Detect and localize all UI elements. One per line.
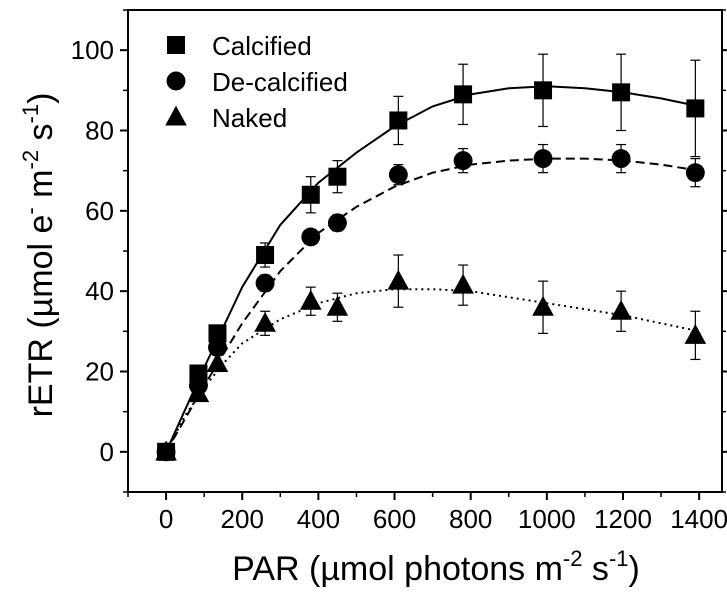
legend: Calcified De-calcified Naked — [165, 31, 348, 133]
x-tick-label: 1200 — [594, 504, 652, 534]
y-axis-label-sup0: - — [18, 207, 43, 214]
calcified-fit-line — [165, 85, 700, 453]
x-tick-label: 0 — [159, 504, 173, 534]
x-axis-label-rest: mol photons m — [340, 550, 563, 588]
x-axis-label-main: PAR ( — [232, 550, 321, 588]
y-tick-label: 80 — [85, 116, 114, 146]
naked-point — [532, 295, 554, 316]
calcified-point — [454, 85, 473, 104]
x-axis-label-sup2: -1 — [609, 546, 629, 571]
de-calcified-point — [453, 151, 473, 171]
y-tick-label: 60 — [85, 196, 114, 226]
de-calcified-point — [388, 165, 408, 185]
x-axis-label-end: ) — [629, 550, 640, 588]
legend-calcified-marker — [167, 36, 185, 54]
y-axis-label-rest: mol e — [22, 215, 60, 298]
y-axis-label-sup1: -2 — [18, 150, 43, 170]
y-axis-label: rETR (µmol e- m-2 s-1) — [18, 93, 60, 418]
x-axis-label: PAR (µmol photons m-2 s-1) — [232, 546, 640, 588]
x-tick-label: 400 — [297, 504, 340, 534]
y-axis-label-mu: µ — [22, 298, 60, 318]
calcified-point — [328, 167, 347, 186]
tick-labels: 0 200 400 600 800 1000 1200 1400 0 20 40 60 80 100 — [71, 35, 727, 534]
naked-point — [452, 273, 474, 294]
de-calcified-point — [327, 213, 347, 233]
y-axis-label-rest2: m — [22, 169, 60, 207]
de-calcified-fit-line — [165, 157, 700, 453]
fit-curves — [165, 85, 700, 453]
x-tick-label: 200 — [221, 504, 264, 534]
naked-point — [254, 311, 276, 332]
calcified-point — [208, 324, 227, 343]
calcified-point — [534, 81, 553, 100]
calcified-point — [686, 99, 705, 118]
x-tick-label: 1000 — [518, 504, 576, 534]
axis-ticks — [120, 9, 727, 500]
calcified-point — [301, 185, 320, 204]
legend-naked-marker — [165, 105, 187, 126]
naked-point — [610, 299, 632, 320]
de-calcified-point — [208, 337, 227, 357]
legend-de-calcified-label: De-calcified — [212, 67, 348, 97]
data-markers — [155, 81, 707, 462]
x-tick-label: 1400 — [670, 504, 727, 534]
y-tick-label: 100 — [71, 35, 114, 65]
legend-calcified-label: Calcified — [212, 31, 312, 61]
legend-de-calcified-marker — [166, 71, 186, 91]
naked-point — [155, 440, 177, 461]
x-axis-label-mu: µ — [320, 550, 340, 588]
x-tick-label: 800 — [449, 504, 492, 534]
y-tick-label: 0 — [100, 437, 114, 467]
calcified-point — [612, 83, 631, 102]
x-tick-label: 600 — [373, 504, 416, 534]
calcified-point — [389, 111, 408, 130]
de-calcified-point — [255, 273, 275, 293]
legend-naked-label: Naked — [212, 103, 287, 133]
y-tick-label: 40 — [85, 276, 114, 306]
calcified-point — [256, 246, 275, 265]
naked-point — [187, 382, 210, 403]
naked-point — [299, 289, 322, 310]
de-calcified-point — [301, 227, 321, 247]
de-calcified-point — [611, 149, 631, 169]
y-axis-label-mid: s — [22, 123, 60, 149]
x-axis-label-sup1: -2 — [563, 546, 583, 571]
y-axis-label-sup2: -1 — [18, 104, 43, 124]
naked-point — [326, 295, 349, 316]
de-calcified-point — [533, 149, 553, 169]
naked-point — [684, 324, 707, 344]
y-tick-label: 20 — [85, 357, 114, 387]
x-axis-label-mid: s — [582, 550, 608, 588]
naked-point — [387, 269, 410, 290]
de-calcified-point — [685, 163, 705, 183]
y-axis-label-end: ) — [22, 93, 60, 104]
naked-point — [206, 352, 229, 372]
y-axis-label-main: rETR ( — [22, 317, 60, 418]
